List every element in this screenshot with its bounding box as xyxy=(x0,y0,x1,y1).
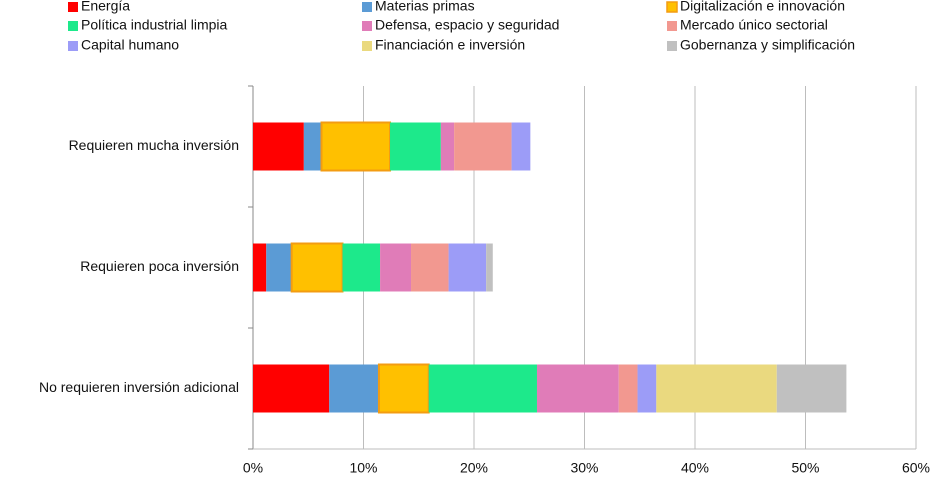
bar-segment xyxy=(428,364,537,413)
y-tick-label: Requieren mucha inversión xyxy=(69,137,239,153)
legend-swatch xyxy=(667,21,677,31)
x-tick-label: 30% xyxy=(570,460,598,476)
legend-label: Capital humano xyxy=(81,37,179,53)
bar-segment xyxy=(536,364,619,413)
x-tick-label: 0% xyxy=(243,460,263,476)
bar-segment xyxy=(637,364,657,413)
legend-label: Digitalización e innovación xyxy=(680,0,845,14)
bar-segment xyxy=(618,364,638,413)
bar-segment xyxy=(390,122,441,171)
x-tick-label: 60% xyxy=(902,460,930,476)
legend-swatch xyxy=(68,2,78,12)
legend-label: Defensa, espacio y seguridad xyxy=(375,17,559,33)
legend-swatch xyxy=(68,41,78,51)
bar-segment xyxy=(380,243,412,292)
bar-segment xyxy=(377,363,430,414)
y-tick-label: No requieren inversión adicional xyxy=(39,379,239,395)
bar-segment xyxy=(440,122,455,171)
bar-segment xyxy=(290,242,344,293)
bar-segment xyxy=(454,122,512,171)
legend-label: Materias primas xyxy=(375,0,475,14)
x-tick-label: 40% xyxy=(681,460,709,476)
bar-segment xyxy=(411,243,449,292)
legend-swatch xyxy=(667,41,677,51)
legend-swatch xyxy=(68,21,78,31)
bar-segment xyxy=(266,243,292,292)
bar-segment xyxy=(329,364,379,413)
bar-segment xyxy=(253,364,330,413)
legend-label: Energía xyxy=(81,0,130,14)
legend-swatch xyxy=(362,2,372,12)
bar-segment xyxy=(486,243,493,292)
bar-segment xyxy=(342,243,381,292)
legend-swatch xyxy=(362,41,372,51)
legend-swatch xyxy=(666,1,678,13)
x-tick-label: 20% xyxy=(460,460,488,476)
bar-segment xyxy=(776,364,847,413)
legend-label: Mercado único sectorial xyxy=(680,17,828,33)
bar-segment xyxy=(448,243,487,292)
legend-label: Gobernanza y simplificación xyxy=(680,37,855,53)
bar-segment xyxy=(656,364,777,413)
bar-segment xyxy=(253,243,267,292)
x-tick-label: 50% xyxy=(791,460,819,476)
x-tick-label: 10% xyxy=(349,460,377,476)
bar-segment xyxy=(320,121,392,172)
bar-segment xyxy=(253,122,304,171)
bar-segment xyxy=(303,122,322,171)
y-tick-label: Requieren poca inversión xyxy=(80,258,239,274)
legend-label: Política industrial limpia xyxy=(81,17,227,33)
legend-label: Financiación e inversión xyxy=(375,37,525,53)
legend-swatch xyxy=(362,21,372,31)
bar-segment xyxy=(511,122,531,171)
